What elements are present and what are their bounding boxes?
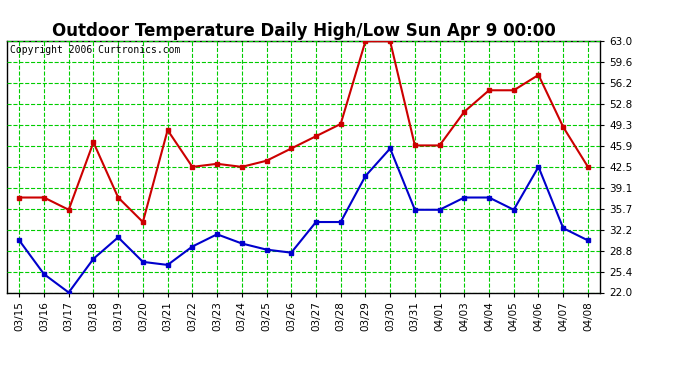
Title: Outdoor Temperature Daily High/Low Sun Apr 9 00:00: Outdoor Temperature Daily High/Low Sun A… xyxy=(52,22,555,40)
Text: Copyright 2006 Curtronics.com: Copyright 2006 Curtronics.com xyxy=(10,45,180,55)
